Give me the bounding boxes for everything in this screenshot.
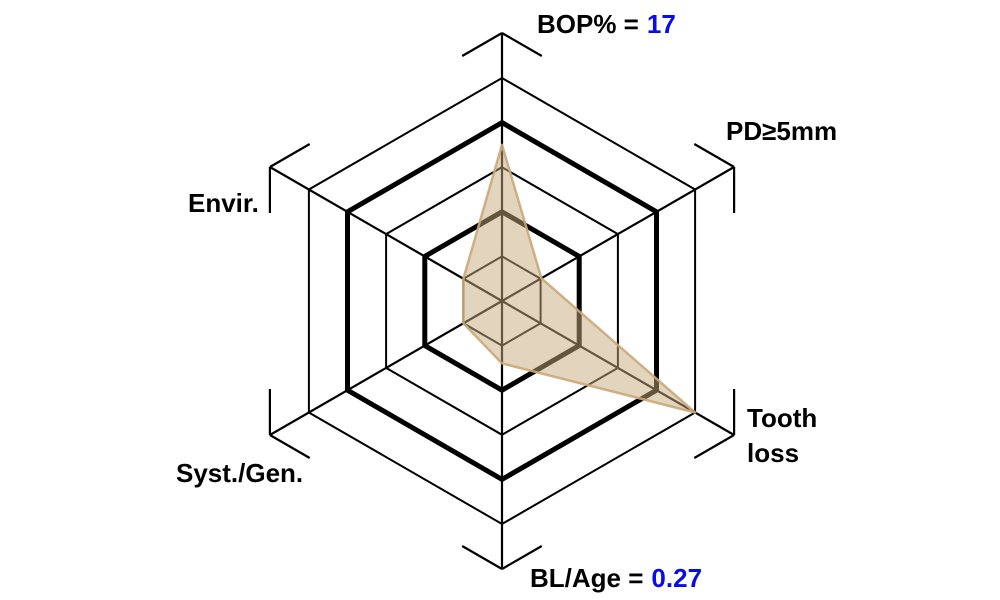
- axis-label-syst-text: Syst./Gen.: [176, 458, 304, 488]
- axis-value-bop: 17: [646, 9, 676, 39]
- axis-label-bl-text: BL/Age =: [530, 563, 644, 593]
- axis-label-bop-text: BOP% =: [537, 9, 639, 39]
- axis-label-pd-text: PD≥5mm: [726, 116, 838, 146]
- axis-label-tooth-line1: Tooth: [747, 403, 818, 433]
- axis-label-bop: BOP% = 17: [537, 9, 676, 39]
- axis-label-envir-text: Envir.: [188, 188, 259, 218]
- axis-label-pd: PD≥5mm: [726, 116, 837, 146]
- axis-label-bl-age: BL/Age = 0.27: [530, 563, 702, 593]
- axis-value-bl: 0.27: [651, 563, 703, 593]
- axis-label-tooth-line2: loss: [747, 438, 800, 468]
- axis-label-envir: Envir.: [188, 188, 259, 218]
- axis-label-syst-gen: Syst./Gen.: [176, 458, 303, 488]
- axis-label-tooth-loss: Tooth loss: [747, 401, 817, 471]
